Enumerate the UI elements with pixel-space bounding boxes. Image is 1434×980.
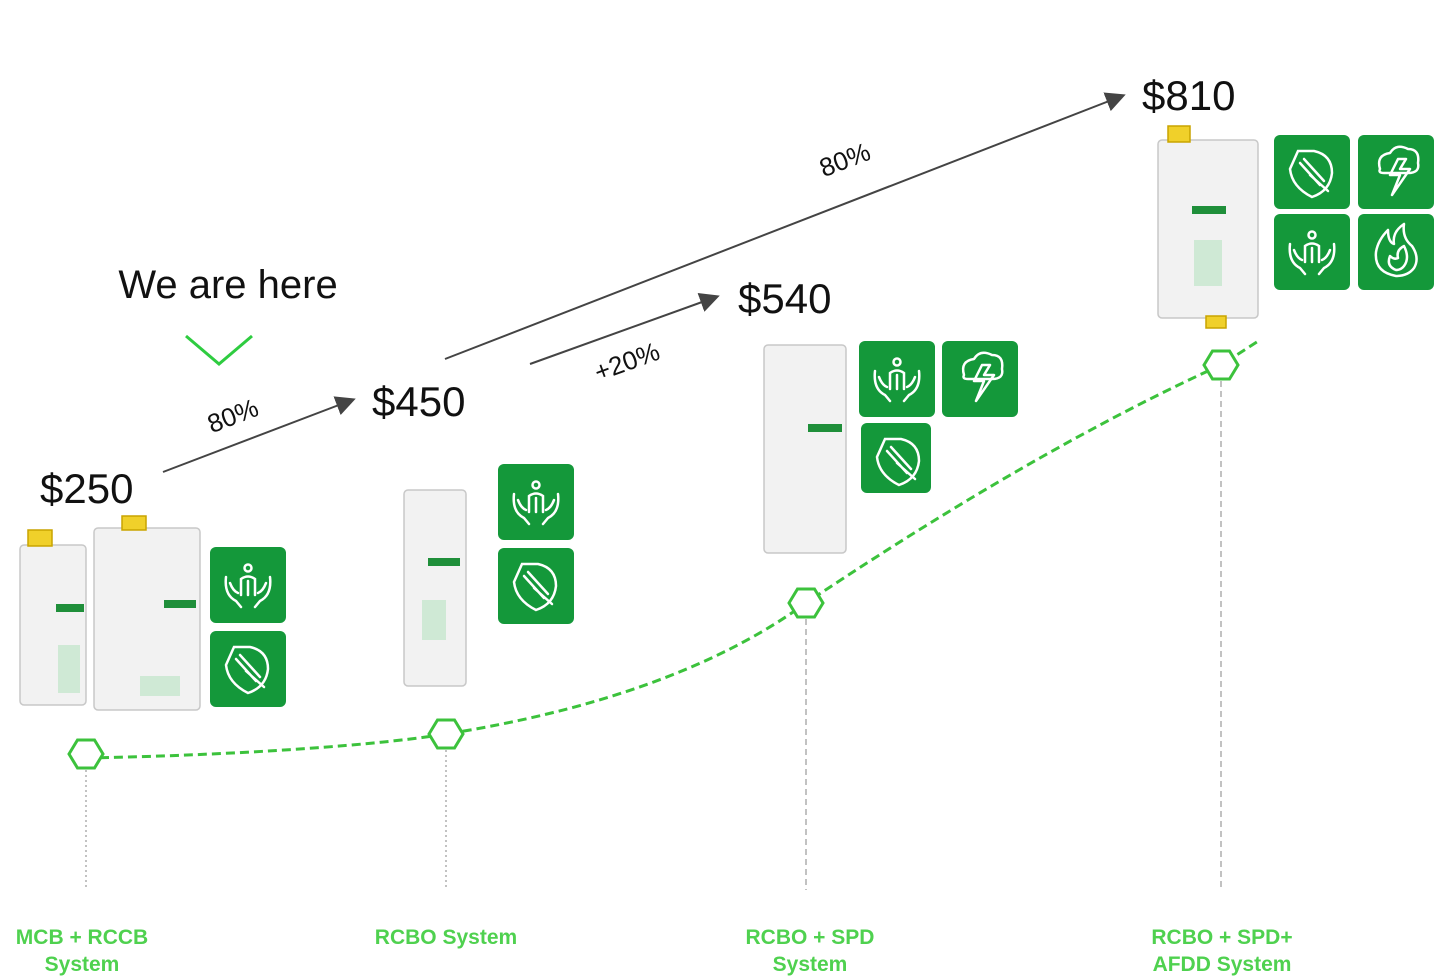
stage-label: RCBO + SPD [746, 926, 875, 949]
milestone [1204, 351, 1238, 379]
annotation: We are here [118, 263, 337, 307]
stage-label: RCBO + SPD+ [1151, 926, 1292, 949]
price: $810 [1142, 72, 1235, 119]
price: $540 [738, 275, 831, 322]
milestone [789, 589, 823, 617]
milestone [429, 720, 463, 748]
diagram: We are here $250 MCB + RCCB System $450 RCBO… [0, 0, 1434, 980]
growth-label: 80% [203, 392, 262, 439]
price: $450 [372, 378, 465, 425]
milestone [69, 740, 103, 768]
stage-label: System [773, 953, 848, 976]
stage-label: MCB + RCCB [16, 926, 148, 949]
stage-label: AFDD System [1153, 953, 1292, 976]
price: $250 [40, 465, 133, 512]
layout [20, 126, 1434, 758]
chevron [186, 336, 252, 364]
growth-label: +20% [590, 336, 663, 387]
growth-label: 80% [815, 136, 874, 183]
stage-label: System [45, 953, 120, 976]
stage-label: RCBO System [375, 926, 517, 949]
